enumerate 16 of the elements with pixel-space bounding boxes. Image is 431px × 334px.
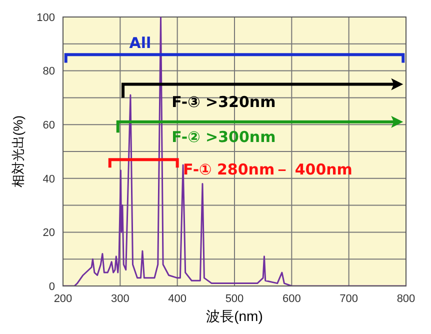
annotation: F-③ >320nm: [172, 93, 276, 112]
x-tick-label: 700: [340, 292, 358, 305]
y-tick-label: 60: [42, 120, 55, 132]
y-tick-label: 40: [42, 173, 55, 186]
x-tick-label: 400: [168, 292, 187, 305]
x-axis-title: 波長(nm): [206, 308, 263, 324]
x-tick-label: 500: [225, 292, 244, 305]
x-tick-label: 300: [110, 292, 130, 305]
x-tick-label: 600: [282, 292, 301, 305]
y-tick-label: 80: [42, 66, 55, 78]
y-tick-label: 0: [48, 280, 55, 293]
y-tick-label: 20: [42, 227, 55, 240]
y-tick-label: 100: [36, 12, 55, 24]
x-tick-label: 800: [396, 292, 416, 305]
x-tick-label: 200: [54, 292, 72, 305]
y-axis-title: 相対光出(%): [10, 115, 26, 188]
